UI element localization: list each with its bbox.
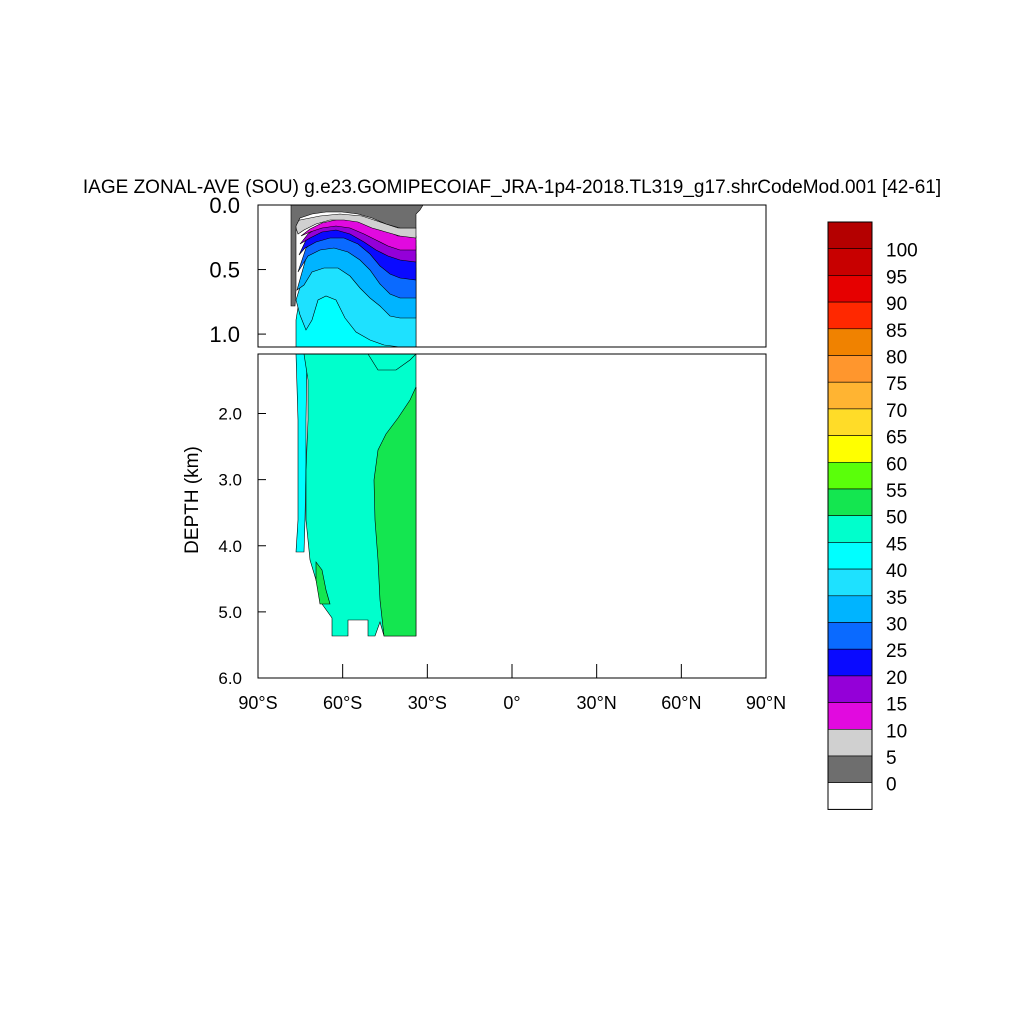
colorbar-label: 35 — [886, 588, 907, 609]
colorbar-label: 80 — [886, 348, 907, 369]
colorbar-label: 30 — [886, 615, 907, 636]
x-tick-label: 60°N — [661, 693, 701, 713]
colorbar-swatch — [827, 275, 873, 303]
colorbar-swatch — [827, 355, 873, 383]
colorbar-swatch — [827, 702, 873, 730]
colorbar-swatch — [827, 782, 873, 810]
chart-title: IAGE ZONAL-AVE (SOU) g.e23.GOMIPECOIAF_J… — [83, 177, 941, 198]
lower-fill-40-45 — [295, 353, 308, 553]
colorbar-swatch — [827, 568, 873, 597]
upper-y-tick-label: 0.5 — [209, 258, 240, 283]
upper-panel: 0.0 0.5 1.0 — [209, 193, 767, 348]
x-tick-label: 60°S — [323, 693, 362, 713]
colorbar-label: 75 — [886, 374, 907, 395]
colorbar-swatch — [827, 648, 873, 677]
colorbar-swatch — [827, 408, 873, 436]
upper-y-tick-label: 1.0 — [209, 322, 240, 347]
colorbar-label: 0 — [886, 775, 897, 796]
colorbar-label: 15 — [886, 695, 907, 716]
y-axis-label: DEPTH (km) — [182, 446, 203, 554]
colorbar-label: 95 — [886, 267, 907, 288]
colorbar-frame — [827, 221, 873, 810]
lower-fill-50-55-south — [315, 561, 331, 605]
colorbar-swatch — [827, 755, 873, 784]
colorbar-label: 70 — [886, 401, 907, 422]
lower-y-tick-label: 2.0 — [218, 405, 242, 424]
lower-y-tick-label: 4.0 — [218, 537, 242, 556]
x-tick-label: 90°N — [746, 693, 786, 713]
upper-y-axis: 0.0 0.5 1.0 — [209, 193, 266, 347]
lower-contour-line — [367, 353, 417, 371]
colorbar-swatch — [827, 381, 873, 410]
colorbar-swatch — [827, 728, 873, 757]
lower-y-tick-label: 6.0 — [218, 669, 242, 688]
lower-panel-fills — [295, 353, 417, 637]
colorbar-label: 5 — [886, 748, 897, 769]
lower-y-tick-label: 3.0 — [218, 471, 242, 490]
colorbar-swatch — [827, 542, 873, 570]
colorbar-label: 40 — [886, 561, 907, 582]
colorbar-label: 100 — [886, 241, 918, 262]
colorbar-swatch — [827, 595, 873, 623]
colorbar-label: 60 — [886, 454, 907, 475]
upper-panel-fills — [290, 204, 424, 348]
colorbar-swatch — [827, 675, 873, 703]
colorbar-swatch — [827, 622, 873, 650]
colorbar-label: 50 — [886, 508, 907, 529]
colorbar-label: 90 — [886, 294, 907, 315]
colorbar-swatch — [827, 221, 873, 250]
colorbar-swatch — [827, 435, 873, 463]
colorbar-label: 25 — [886, 641, 907, 662]
lower-fill-50-55 — [373, 386, 417, 637]
lower-panel: 2.03.04.05.06.0 90°S 60°S 30°S 0° 30°N 60°N 90… — [218, 353, 786, 713]
colorbar-swatch — [827, 488, 873, 517]
x-tick-label: 30°N — [577, 693, 617, 713]
colorbar-swatch — [827, 248, 873, 276]
colorbar-label: 65 — [886, 428, 907, 449]
colorbar-label: 10 — [886, 721, 907, 742]
lower-y-axis: 2.0 3.0 4.0 5.0 6.0 — [218, 405, 266, 688]
x-tick-label: 90°S — [238, 693, 277, 713]
colorbar-label: 55 — [886, 481, 907, 502]
upper-fill-5-10 — [293, 213, 417, 239]
lower-y-tick-label: 5.0 — [218, 603, 242, 622]
upper-y-tick-label: 0.0 — [209, 193, 240, 218]
x-axis: 90°S 60°S 30°S 0° 30°N 60°N 90°N — [238, 664, 786, 713]
colorbar-swatch — [827, 515, 873, 543]
colorbar-swatch — [827, 328, 873, 356]
colorbar-label: 45 — [886, 534, 907, 555]
colorbar-swatch — [827, 301, 873, 330]
colorbar: 0 5 10 15 20 25 30 35 40 45 50 55 60 65 70 75 80 85 90 95 10… — [827, 221, 918, 810]
upper-fill-0-5 — [290, 204, 424, 307]
x-tick-label: 30°S — [408, 693, 447, 713]
upper-panel-frame — [257, 204, 767, 348]
colorbar-label: 20 — [886, 668, 907, 689]
colorbar-label: 85 — [886, 321, 907, 342]
colorbar-swatch — [827, 461, 873, 490]
x-tick-label: 0° — [503, 693, 520, 713]
